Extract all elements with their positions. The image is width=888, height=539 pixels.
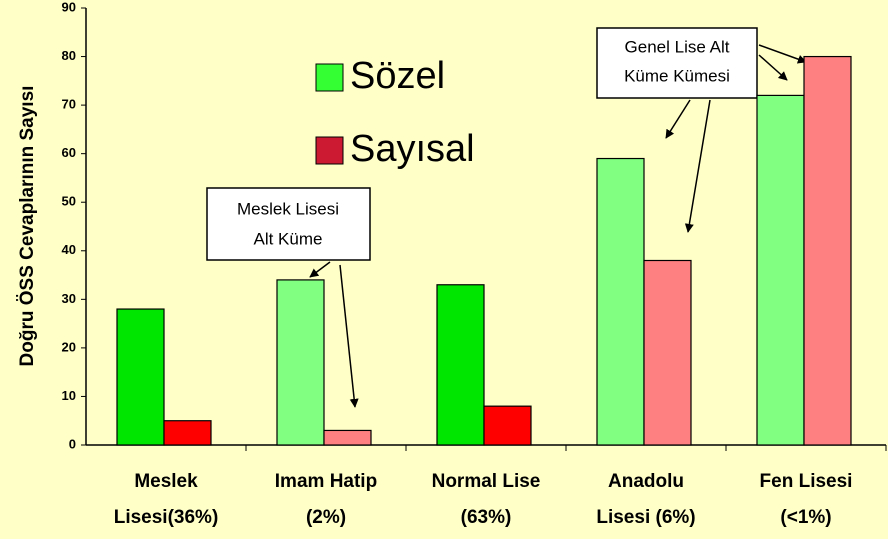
bar [276, 279, 325, 446]
arrow [339, 264, 359, 408]
arrow [665, 99, 691, 139]
y-axis-label: Doğru ÖSS Cevaplarının Sayısı [17, 86, 38, 367]
bar [323, 429, 372, 446]
x-tick-label: Normal Lise [432, 471, 541, 492]
annotation-text: Genel Lise Alt [625, 37, 730, 56]
x-tick-label: Fen Lisesi [760, 471, 853, 492]
x-tick-label: (<1%) [780, 507, 831, 528]
x-tick-label: Meslek [134, 471, 198, 492]
bar [756, 94, 805, 446]
x-tick-label: (2%) [306, 507, 346, 528]
arrow [684, 99, 711, 233]
bar [163, 420, 212, 446]
x-tick-label: Lisesi(36%) [114, 507, 219, 528]
y-tick-label: 50 [62, 194, 76, 209]
bar [483, 405, 532, 446]
annotation-text: Küme Kümesi [624, 66, 730, 85]
arrow [758, 54, 788, 81]
arrow [309, 261, 331, 278]
x-tick-label: (63%) [461, 507, 512, 528]
x-tick-label: Anadolu [608, 471, 684, 492]
bar [643, 259, 692, 446]
annotation-box [596, 27, 758, 99]
legend-swatch [315, 63, 344, 92]
y-tick-label: 30 [62, 291, 76, 306]
y-tick-label: 40 [62, 242, 76, 257]
arrow [758, 44, 807, 64]
bar [596, 157, 645, 446]
bar [116, 308, 165, 446]
annotation-text: Meslek Lisesi [237, 199, 339, 218]
x-tick-label: Lisesi (6%) [596, 507, 695, 528]
y-tick-label: 80 [62, 48, 76, 63]
y-tick-label: 90 [62, 0, 76, 14]
legend-swatch [315, 136, 344, 165]
annotation-text: Alt Küme [254, 229, 323, 248]
annotation-box [206, 187, 371, 261]
y-tick-label: 70 [62, 97, 76, 112]
y-tick-label: 0 [69, 436, 76, 451]
legend-label: Sözel [350, 55, 445, 97]
legend-label: Sayısal [350, 128, 475, 170]
bar [436, 284, 485, 446]
y-tick-label: 10 [62, 388, 76, 403]
y-tick-label: 60 [62, 145, 76, 160]
bar [803, 55, 852, 446]
y-tick-label: 20 [62, 339, 76, 354]
x-tick-label: Imam Hatip [275, 471, 377, 492]
